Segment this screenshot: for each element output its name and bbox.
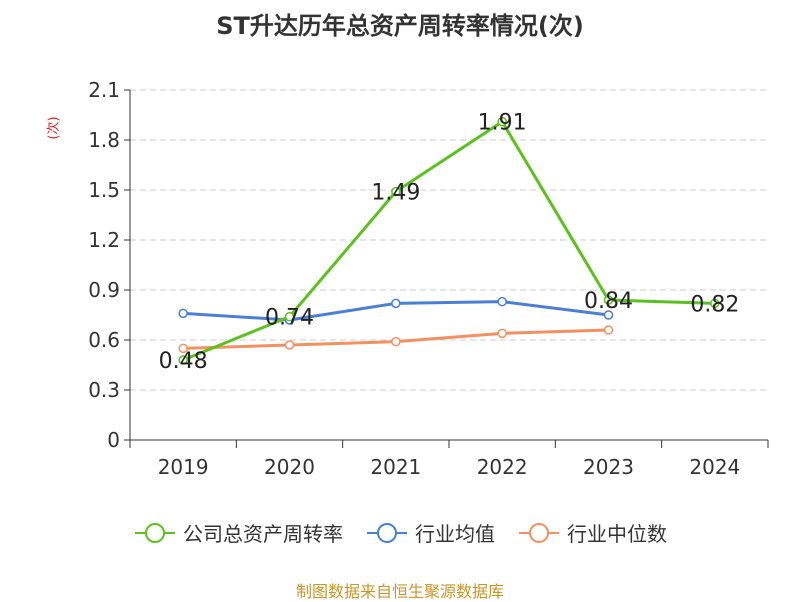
series-line xyxy=(182,120,715,362)
data-label: 1.49 xyxy=(371,181,420,206)
legend-marker xyxy=(529,522,549,543)
x-tick-label: 2020 xyxy=(264,455,315,479)
legend-label: 公司总资产周转率 xyxy=(183,522,343,546)
legend-marker xyxy=(377,522,397,543)
legend-item[interactable]: 行业中位数 xyxy=(517,518,667,547)
legend-label: 行业均值 xyxy=(415,522,495,546)
y-tick-label: 1.5 xyxy=(88,178,120,202)
data-labels: 0.48 0.74 1.49 1.91 0.84 0.82 xyxy=(159,111,740,374)
x-tick-label: 2019 xyxy=(158,455,209,479)
legend-swatch-icon xyxy=(135,522,175,543)
legend-swatch-icon xyxy=(519,522,559,543)
y-tick-label: 1.2 xyxy=(88,228,120,252)
data-label: 0.84 xyxy=(584,289,633,314)
legend-item[interactable]: 行业均值 xyxy=(365,518,495,547)
y-tick-label: 0.3 xyxy=(88,378,120,402)
data-point xyxy=(178,308,188,319)
grid-lines xyxy=(130,89,768,391)
data-point xyxy=(284,340,295,350)
data-point xyxy=(603,325,614,335)
data-point xyxy=(178,343,188,354)
data-point xyxy=(391,336,401,347)
data-point xyxy=(497,296,507,307)
data-label: 1.91 xyxy=(478,111,527,136)
y-tick-label: 2.1 xyxy=(88,78,120,102)
data-label: 0.48 xyxy=(159,349,208,374)
y-tick-label: 0 xyxy=(107,428,120,452)
axes: 0 0.3 0.6 0.9 1.2 1.5 1.8 2.1 2019 2020 2021 2022 20… xyxy=(88,78,769,479)
data-point xyxy=(497,116,507,127)
series xyxy=(178,116,720,365)
source-note: 制图数据来自恒生聚源数据库 xyxy=(295,582,504,601)
data-point xyxy=(497,328,507,339)
legend-label: 行业中位数 xyxy=(567,522,667,546)
y-tick-label: 0.9 xyxy=(88,278,120,302)
chart-title: ST升达历年总资产周转率情况(次) xyxy=(216,12,584,40)
x-tick-label: 2021 xyxy=(370,455,421,479)
x-tick-label: 2023 xyxy=(583,455,634,479)
data-point xyxy=(603,295,614,305)
y-tick-label: 0.6 xyxy=(88,328,120,352)
data-point xyxy=(710,298,720,309)
x-tick-label: 2024 xyxy=(689,455,740,479)
data-label: 0.82 xyxy=(690,292,739,317)
y-tick-label: 1.8 xyxy=(88,128,120,152)
data-label: 0.74 xyxy=(265,306,314,331)
legend-marker xyxy=(145,522,165,543)
legend: 公司总资产周转率 行业均值 行业中位数 xyxy=(0,518,800,547)
data-point xyxy=(391,298,401,309)
legend-swatch-icon xyxy=(367,522,407,543)
legend-item[interactable]: 公司总资产周转率 xyxy=(133,518,343,547)
data-point xyxy=(603,310,614,320)
data-point xyxy=(284,311,295,322)
x-tick-label: 2022 xyxy=(477,455,528,479)
data-point xyxy=(391,186,401,197)
data-point xyxy=(178,355,188,365)
